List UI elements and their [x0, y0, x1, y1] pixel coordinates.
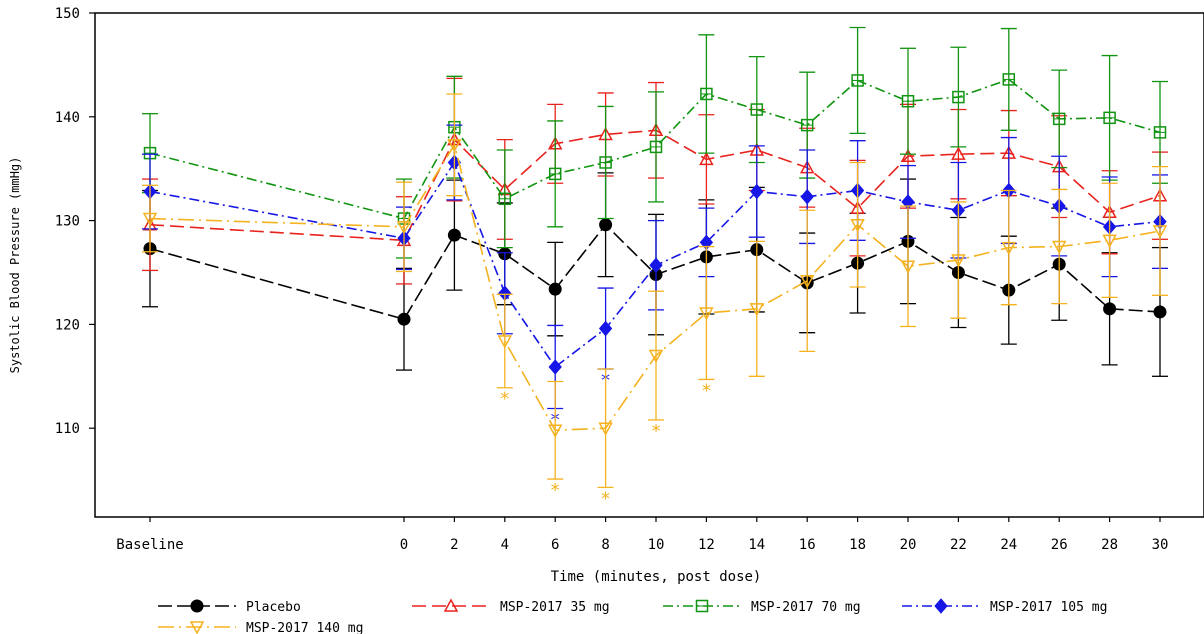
- significance-asterisk: *: [550, 480, 561, 501]
- data-point-marker: [447, 228, 461, 242]
- data-point-marker: [190, 599, 204, 613]
- legend-item: Placebo: [158, 599, 301, 615]
- data-point-marker: [598, 320, 613, 337]
- data-point-marker: [934, 598, 948, 614]
- legend-item: MSP-2017 105 mg: [902, 598, 1107, 615]
- legend-item: MSP-2017 70 mg: [663, 599, 861, 615]
- legend: Placebo MSP-2017 35 mg MSP-2017 70 mg MSP-2…: [158, 598, 1107, 634]
- y-tick-label: 130: [55, 214, 80, 230]
- series-4: * * * * *: [142, 93, 1168, 509]
- legend-label: MSP-2017 140 mg: [246, 621, 363, 634]
- data-point-marker: [900, 148, 916, 162]
- x-tick-label: 24: [1000, 537, 1017, 553]
- series-line: [149, 129, 1161, 242]
- plot-frame: [94, 12, 1204, 518]
- x-tick-label: 6: [551, 537, 559, 553]
- significance-asterisk: *: [600, 488, 611, 509]
- series-0: [142, 172, 1168, 377]
- y-tick-label: 110: [55, 421, 80, 437]
- x-tick-label: 0: [400, 537, 408, 553]
- y-tick-label: 140: [55, 110, 80, 126]
- x-tick-label: 12: [698, 537, 715, 553]
- x-tick-label: 10: [648, 537, 665, 553]
- significance-asterisk: *: [701, 380, 712, 401]
- series-layer: **** ***: [142, 26, 1168, 509]
- legend-item: MSP-2017 140 mg: [158, 621, 363, 634]
- data-point-marker: [649, 257, 663, 274]
- x-tick-label: 30: [1152, 537, 1169, 553]
- x-tick-label: 28: [1101, 537, 1118, 553]
- y-axis-ticks: 110 120 130 140 150: [55, 6, 95, 437]
- series-1: [142, 77, 1168, 285]
- data-point-marker: [1153, 305, 1167, 319]
- x-axis-label: Time (minutes, post dose): [551, 569, 762, 585]
- data-point-marker: [548, 359, 562, 375]
- x-tick-label: 26: [1051, 537, 1068, 553]
- legend-label: MSP-2017 35 mg: [500, 600, 610, 615]
- data-point-marker: [397, 312, 411, 326]
- data-point-marker: [443, 598, 459, 612]
- legend-item: MSP-2017 35 mg: [412, 598, 610, 615]
- x-tick-label: 8: [601, 537, 609, 553]
- y-tick-label: 120: [55, 317, 80, 333]
- x-tick-label: Baseline: [116, 537, 183, 553]
- x-axis-ticks: Baseline 0 2 4 6 8 10 12 14 16 18 20 22 24 26 28 30: [116, 517, 1168, 553]
- data-point-marker: [1103, 302, 1117, 316]
- legend-label: Placebo: [246, 600, 301, 615]
- x-tick-label: 22: [950, 537, 967, 553]
- y-axis-label: Systolic Blood Pressure (mmHg): [8, 157, 22, 374]
- data-point-marker: [951, 146, 966, 160]
- x-tick-label: 20: [900, 537, 917, 553]
- significance-asterisk: *: [499, 389, 510, 410]
- legend-label: MSP-2017 105 mg: [990, 600, 1107, 615]
- data-point-marker: [599, 218, 613, 232]
- data-point-marker: [750, 183, 764, 200]
- series-line: [149, 142, 1161, 432]
- x-tick-label: 2: [450, 537, 458, 553]
- data-point-marker: [800, 188, 814, 205]
- x-tick-label: 14: [748, 537, 765, 553]
- x-tick-label: 18: [849, 537, 866, 553]
- y-tick-label: 150: [55, 6, 80, 22]
- x-tick-label: 4: [501, 537, 509, 553]
- data-point-marker: [699, 151, 714, 166]
- legend-label: MSP-2017 70 mg: [751, 600, 861, 615]
- data-point-marker: [548, 282, 562, 296]
- x-tick-label: 16: [799, 537, 816, 553]
- significance-asterisk: *: [651, 421, 662, 442]
